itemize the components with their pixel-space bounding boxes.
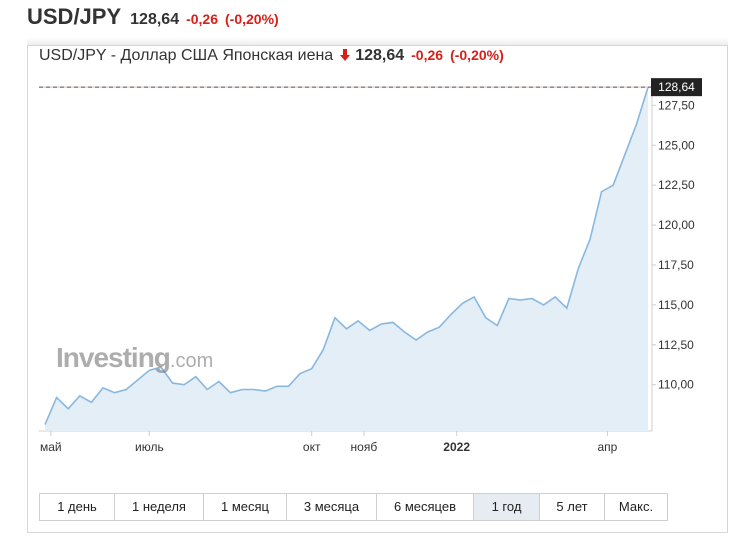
range-button-1[interactable]: 1 неделя <box>115 494 204 520</box>
last-price-label: 128,64 <box>658 80 695 94</box>
y-tick-label-7: 127,50 <box>658 98 695 112</box>
x-tick-label-1: июль <box>135 440 164 454</box>
x-tick-label-5: апр <box>597 440 617 454</box>
chart-title: USD/JPY - Доллар США Японская иена <box>39 47 334 64</box>
area-fill <box>45 87 648 431</box>
y-tick-label-1: 112,50 <box>658 338 694 352</box>
y-tick-label-0: 110,00 <box>658 378 694 392</box>
range-button-2[interactable]: 1 месяц <box>204 494 287 520</box>
range-button-7[interactable]: Макс. <box>605 494 667 520</box>
time-range-selector: 1 день 1 неделя 1 месяц 3 месяца 6 месяцев 1 … <box>39 493 668 521</box>
range-button-6[interactable]: 5 лет <box>540 494 605 520</box>
x-tick-label-0: май <box>40 440 62 454</box>
chart-change-percent: (-0,20%) <box>450 47 504 63</box>
range-button-3[interactable]: 3 месяца <box>287 494 377 520</box>
chart-header: USD/JPY - Доллар США Японская иена 128,6… <box>39 47 504 67</box>
y-tick-label-4: 120,00 <box>658 218 695 232</box>
price-change-percent: (-0,20%) <box>225 11 279 27</box>
y-tick-label-2: 115,00 <box>658 298 694 312</box>
chart-price: 128,64 <box>355 47 405 64</box>
x-tick-label-3: нояб <box>351 440 378 454</box>
x-tick-label-2: окт <box>303 440 321 454</box>
range-button-5[interactable]: 1 год <box>474 494 540 520</box>
range-button-0[interactable]: 1 день <box>40 494 115 520</box>
card-shadow <box>27 37 728 46</box>
y-tick-label-3: 117,50 <box>658 258 694 272</box>
chart-change: -0,26 <box>411 47 444 63</box>
x-tick-label-4: 2022 <box>443 440 470 454</box>
price-line <box>44 86 649 425</box>
y-tick-label-6: 125,00 <box>658 138 695 152</box>
price-change: -0,26 <box>186 11 219 27</box>
last-price: 128,64 <box>130 11 180 28</box>
quote-header: USD/JPY 128,64 -0,26 (-0,20%) <box>27 4 279 30</box>
symbol-title: USD/JPY <box>27 4 122 29</box>
arrow-down-icon <box>340 49 351 61</box>
last-price-label-box <box>651 78 702 97</box>
y-tick-label-5: 122,50 <box>658 178 695 192</box>
range-button-4[interactable]: 6 месяцев <box>377 494 474 520</box>
